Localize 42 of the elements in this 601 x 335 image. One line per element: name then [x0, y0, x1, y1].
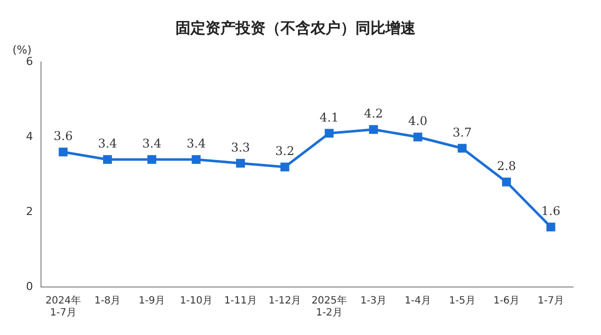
y-tick-label: 6: [26, 54, 33, 68]
data-label: 3.4: [98, 136, 118, 151]
point: [324, 128, 334, 138]
point: [147, 155, 156, 164]
x-tick-label: 1-6月: [493, 296, 520, 307]
point: [192, 155, 201, 164]
data-label: 3.4: [142, 136, 162, 151]
x-tick-label: 1-11月: [224, 296, 257, 307]
point: [280, 162, 290, 172]
x-tick-label: 1-4月: [404, 296, 432, 307]
x-tick-label: 1-12月: [268, 296, 302, 307]
point: [458, 144, 467, 153]
x-tick-label: 1-7月: [538, 296, 564, 307]
y-tick-label: 4: [26, 130, 33, 143]
data-label: 4.1: [320, 110, 339, 124]
y-tick-label: 0: [26, 280, 33, 293]
data-label: 3.4: [186, 136, 206, 151]
data-label: 3.7: [452, 125, 472, 140]
x-tick-label: 1-3月: [360, 296, 387, 307]
point: [502, 178, 511, 186]
y-axis-title: (%): [12, 43, 32, 56]
point: [236, 158, 245, 168]
data-label: 3.6: [54, 129, 73, 144]
x-tick-label: 1-9月: [138, 296, 166, 307]
x-tick-label: 2025年 1-2月: [311, 294, 347, 319]
y-tick-label: 2: [26, 204, 33, 218]
x-tick-label: 1-8月: [94, 296, 121, 307]
data-label: 3.3: [230, 140, 250, 154]
data-label: 3.2: [275, 144, 294, 158]
x-tick-label: 2024年 1-7月: [45, 294, 81, 319]
data-label: 4.2: [364, 106, 384, 121]
data-label: 4.0: [408, 114, 428, 128]
data-label: 1.6: [541, 204, 560, 218]
x-tick-label: 1-5月: [448, 296, 476, 307]
data-label: 2.8: [496, 159, 516, 174]
point: [546, 222, 556, 232]
point: [103, 155, 112, 164]
x-tick-label: 1-10月: [180, 296, 213, 307]
point: [58, 148, 68, 156]
chart-title: 固定资产投资（不含农户）同比增速: [176, 18, 416, 37]
point: [413, 132, 422, 142]
point: [369, 125, 378, 134]
